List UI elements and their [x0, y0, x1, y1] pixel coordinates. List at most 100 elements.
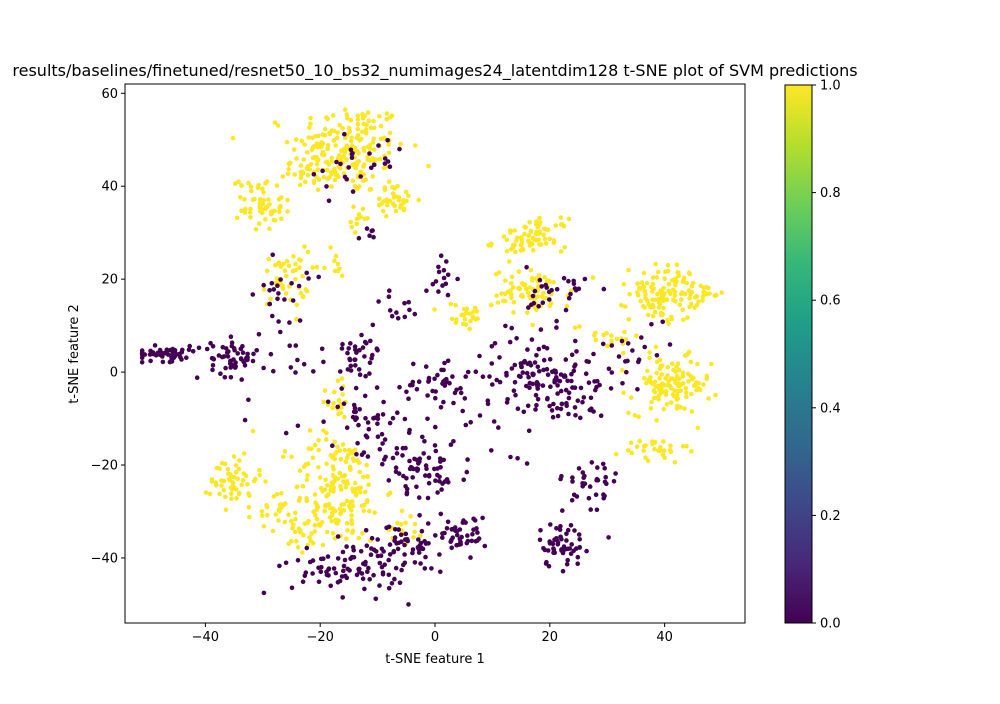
scatter-point-class-0	[341, 568, 346, 574]
scatter-point-class-1	[328, 488, 334, 493]
scatter-point-class-0	[569, 371, 574, 377]
scatter-point-class-1	[306, 446, 312, 451]
scatter-point-class-1	[706, 396, 711, 401]
scatter-point-class-0	[367, 233, 372, 238]
scatter-point-class-0	[545, 548, 551, 553]
scatter-point-class-0	[515, 406, 521, 412]
scatter-point-class-1	[650, 281, 656, 287]
scatter-point-class-0	[433, 448, 439, 454]
scatter-point-class-1	[639, 280, 645, 285]
scatter-point-class-0	[461, 477, 467, 483]
scatter-point-class-0	[571, 281, 577, 287]
scatter-point-class-1	[307, 125, 312, 130]
scatter-point-class-1	[340, 442, 346, 447]
scatter-point-class-0	[238, 346, 244, 352]
scatter-point-class-1	[257, 209, 263, 214]
scatter-point-class-0	[379, 546, 385, 552]
scatter-point-class-0	[485, 398, 491, 404]
scatter-point-class-1	[661, 439, 666, 444]
scatter-point-class-0	[375, 537, 381, 542]
scatter-point-class-0	[471, 527, 476, 532]
scatter-point-class-0	[367, 371, 372, 376]
scatter-point-class-0	[582, 473, 587, 479]
scatter-point-class-1	[676, 383, 681, 389]
scatter-point-class-0	[514, 336, 519, 341]
scatter-point-class-1	[467, 326, 473, 332]
scatter-point-class-1	[339, 273, 345, 279]
scatter-point-class-0	[311, 369, 316, 374]
scatter-point-class-1	[504, 249, 510, 254]
scatter-point-class-0	[340, 595, 346, 600]
scatter-point-class-1	[319, 144, 324, 149]
scatter-point-class-1	[223, 494, 228, 500]
scatter-point-class-0	[608, 386, 614, 391]
scatter-point-class-1	[329, 159, 335, 164]
scatter-point-class-1	[314, 264, 320, 270]
scatter-point-class-1	[355, 133, 361, 138]
scatter-point-class-1	[325, 146, 330, 152]
scatter-point-class-1	[256, 221, 262, 226]
scatter-point-class-1	[297, 468, 303, 474]
scatter-point-class-1	[561, 223, 567, 229]
scatter-point-class-0	[611, 479, 617, 484]
scatter-point-class-0	[449, 545, 455, 551]
scatter-point-class-1	[271, 217, 277, 223]
scatter-point-class-1	[316, 438, 322, 443]
scatter-point-class-1	[368, 187, 374, 192]
scatter-point-class-0	[403, 531, 409, 537]
scatter-point-class-1	[448, 301, 454, 307]
scatter-point-class-0	[574, 349, 579, 354]
scatter-point-class-1	[665, 262, 671, 268]
scatter-point-class-0	[562, 373, 568, 378]
scatter-point-class-0	[321, 556, 326, 561]
scatter-point-class-0	[564, 531, 569, 537]
scatter-point-class-1	[516, 269, 522, 274]
scatter-point-class-1	[323, 502, 328, 508]
scatter-point-class-0	[373, 596, 379, 602]
scatter-point-class-1	[673, 378, 678, 384]
scatter-point-class-1	[351, 204, 356, 209]
scatter-point-class-1	[377, 114, 382, 119]
scatter-point-class-1	[331, 138, 337, 143]
scatter-point-class-1	[285, 209, 290, 214]
scatter-point-class-1	[336, 411, 341, 417]
scatter-point-class-0	[423, 364, 429, 369]
scatter-point-class-0	[487, 374, 492, 379]
scatter-point-class-1	[692, 382, 698, 388]
scatter-point-class-0	[338, 161, 343, 167]
scatter-point-class-1	[686, 270, 692, 276]
scatter-point-class-0	[293, 343, 299, 348]
scatter-point-class-1	[626, 410, 631, 416]
scatter-point-class-1	[311, 540, 316, 546]
scatter-point-class-0	[588, 395, 594, 401]
scatter-point-class-1	[675, 361, 681, 366]
scatter-point-class-0	[347, 568, 352, 573]
scatter-point-class-1	[686, 379, 691, 384]
scatter-point-class-1	[340, 148, 345, 153]
scatter-point-class-0	[569, 352, 575, 358]
scatter-point-class-0	[452, 390, 458, 396]
scatter-point-class-0	[319, 346, 325, 352]
scatter-point-class-1	[641, 284, 646, 289]
scatter-point-class-1	[470, 314, 476, 320]
scatter-point-class-0	[186, 347, 192, 353]
scatter-point-class-0	[565, 527, 571, 533]
scatter-point-class-0	[554, 325, 559, 330]
scatter-point-class-1	[403, 520, 408, 526]
scatter-point-class-0	[437, 456, 443, 461]
scatter-point-class-0	[455, 276, 460, 282]
scatter-point-class-1	[310, 265, 316, 270]
scatter-point-class-1	[284, 139, 290, 145]
scatter-point-class-1	[604, 330, 609, 336]
scatter-point-class-1	[685, 315, 690, 320]
scatter-point-class-0	[361, 561, 366, 566]
scatter-point-class-0	[187, 343, 192, 349]
scatter-point-class-1	[657, 376, 662, 381]
scatter-point-class-0	[473, 369, 479, 375]
scatter-point-class-1	[331, 128, 337, 134]
scatter-point-class-1	[302, 521, 308, 527]
scatter-point-class-1	[541, 290, 546, 296]
scatter-point-class-0	[393, 565, 399, 571]
scatter-point-class-1	[540, 294, 545, 299]
scatter-point-class-1	[348, 117, 354, 123]
